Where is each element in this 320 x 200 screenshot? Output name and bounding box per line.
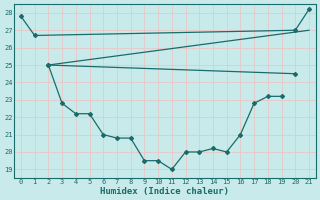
X-axis label: Humidex (Indice chaleur): Humidex (Indice chaleur) bbox=[100, 187, 229, 196]
